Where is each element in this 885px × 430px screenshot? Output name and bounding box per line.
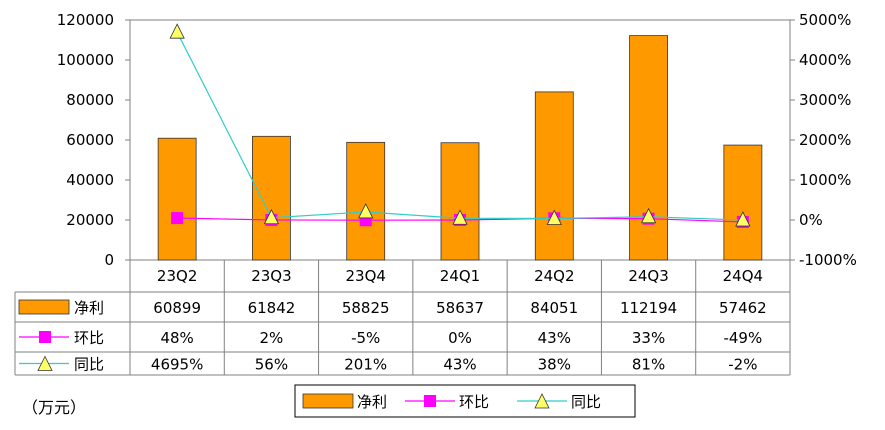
table-value: 56% xyxy=(255,356,288,374)
table-series-name: 同比 xyxy=(74,356,104,374)
category-label: 23Q4 xyxy=(345,267,385,285)
table-value: 58637 xyxy=(436,299,484,317)
table-value: 57462 xyxy=(719,299,767,317)
table-value: 201% xyxy=(344,356,387,374)
yoy-point xyxy=(263,208,280,225)
line-series-yoy xyxy=(169,23,751,227)
bar-net-profit xyxy=(252,135,291,261)
legend-key-yoy-marker xyxy=(534,393,550,409)
table-value: 0% xyxy=(448,329,472,347)
table-value: 48% xyxy=(160,329,193,347)
right-axis-tick-label: 5000% xyxy=(799,11,851,29)
table-value: 33% xyxy=(632,329,665,347)
right-axis-tick-label: 0% xyxy=(799,211,823,229)
bar-net-profit xyxy=(723,144,763,261)
bar-net-profit xyxy=(157,137,197,261)
left-axis-tick-label: 100000 xyxy=(57,51,114,69)
unit-note: （万元） xyxy=(22,398,86,417)
category-label: 24Q4 xyxy=(723,267,763,285)
right-axis-tick-label: -1000% xyxy=(799,251,857,269)
category-label: 23Q2 xyxy=(157,267,197,285)
yoy-point xyxy=(358,203,374,219)
table-value: 61842 xyxy=(248,299,296,317)
left-axis-tick-label: 120000 xyxy=(57,11,114,29)
table-value: 58825 xyxy=(342,299,390,317)
left-axis-tick-label: 0 xyxy=(104,251,114,269)
bar-net-profit xyxy=(534,91,574,261)
left-axis-tick-label: 20000 xyxy=(66,211,114,229)
chart-axes: 0 20000 40000 60000 80000 100000 120000 -1000% 0… xyxy=(57,11,857,269)
category-label: 24Q3 xyxy=(628,267,668,285)
left-axis-tick-label: 80000 xyxy=(66,91,114,109)
table-value: 2% xyxy=(260,329,284,347)
table-value: 60899 xyxy=(153,299,201,317)
legend-label-qoq: 环比 xyxy=(459,393,489,411)
data-table: 23Q2 23Q3 23Q4 24Q1 24Q2 24Q3 24Q4 净利 60899 61842… xyxy=(14,260,791,376)
table-value: 112194 xyxy=(620,299,677,317)
right-axis-tick-label: 1000% xyxy=(799,171,851,189)
yoy-point xyxy=(640,207,657,224)
table-value: -2% xyxy=(728,356,757,374)
qoq-point xyxy=(171,212,184,225)
bar-net-profit xyxy=(346,141,386,261)
left-axis-tick-label: 60000 xyxy=(66,131,114,149)
table-value: -49% xyxy=(723,329,762,347)
legend-label-yoy: 同比 xyxy=(571,393,601,411)
table-value: 81% xyxy=(632,356,665,374)
table-value: -5% xyxy=(351,329,380,347)
category-label: 24Q2 xyxy=(534,267,574,285)
right-axis-tick-label: 2000% xyxy=(799,131,851,149)
bar-net-profit xyxy=(440,142,480,261)
category-label: 23Q3 xyxy=(251,267,291,285)
yoy-point xyxy=(546,209,562,225)
left-axis-tick-label: 40000 xyxy=(66,171,114,189)
yoy-point xyxy=(169,23,185,39)
legend-label-net-profit: 净利 xyxy=(357,393,387,411)
right-axis-tick-label: 3000% xyxy=(799,91,851,109)
table-value: 43% xyxy=(443,356,476,374)
yoy-point xyxy=(452,209,468,225)
table-value: 84051 xyxy=(530,299,578,317)
legend-key-qoq-marker xyxy=(424,395,436,407)
bar-net-profit xyxy=(629,35,668,261)
table-key-net-profit xyxy=(18,299,70,315)
table-series-name: 环比 xyxy=(74,329,104,347)
table-value: 43% xyxy=(538,329,571,347)
table-value: 38% xyxy=(538,356,571,374)
table-key-qoq-marker xyxy=(39,331,51,343)
legend: 净利 环比 同比 xyxy=(294,384,636,418)
legend-key-net-profit xyxy=(302,393,354,409)
table-series-name: 净利 xyxy=(74,299,104,317)
bar-series-net-profit xyxy=(157,35,763,261)
yoy-point xyxy=(735,211,751,227)
category-label: 24Q1 xyxy=(440,267,480,285)
right-axis-tick-label: 4000% xyxy=(799,51,851,69)
table-value: 4695% xyxy=(151,356,203,374)
table-key-yoy-marker xyxy=(37,355,53,371)
